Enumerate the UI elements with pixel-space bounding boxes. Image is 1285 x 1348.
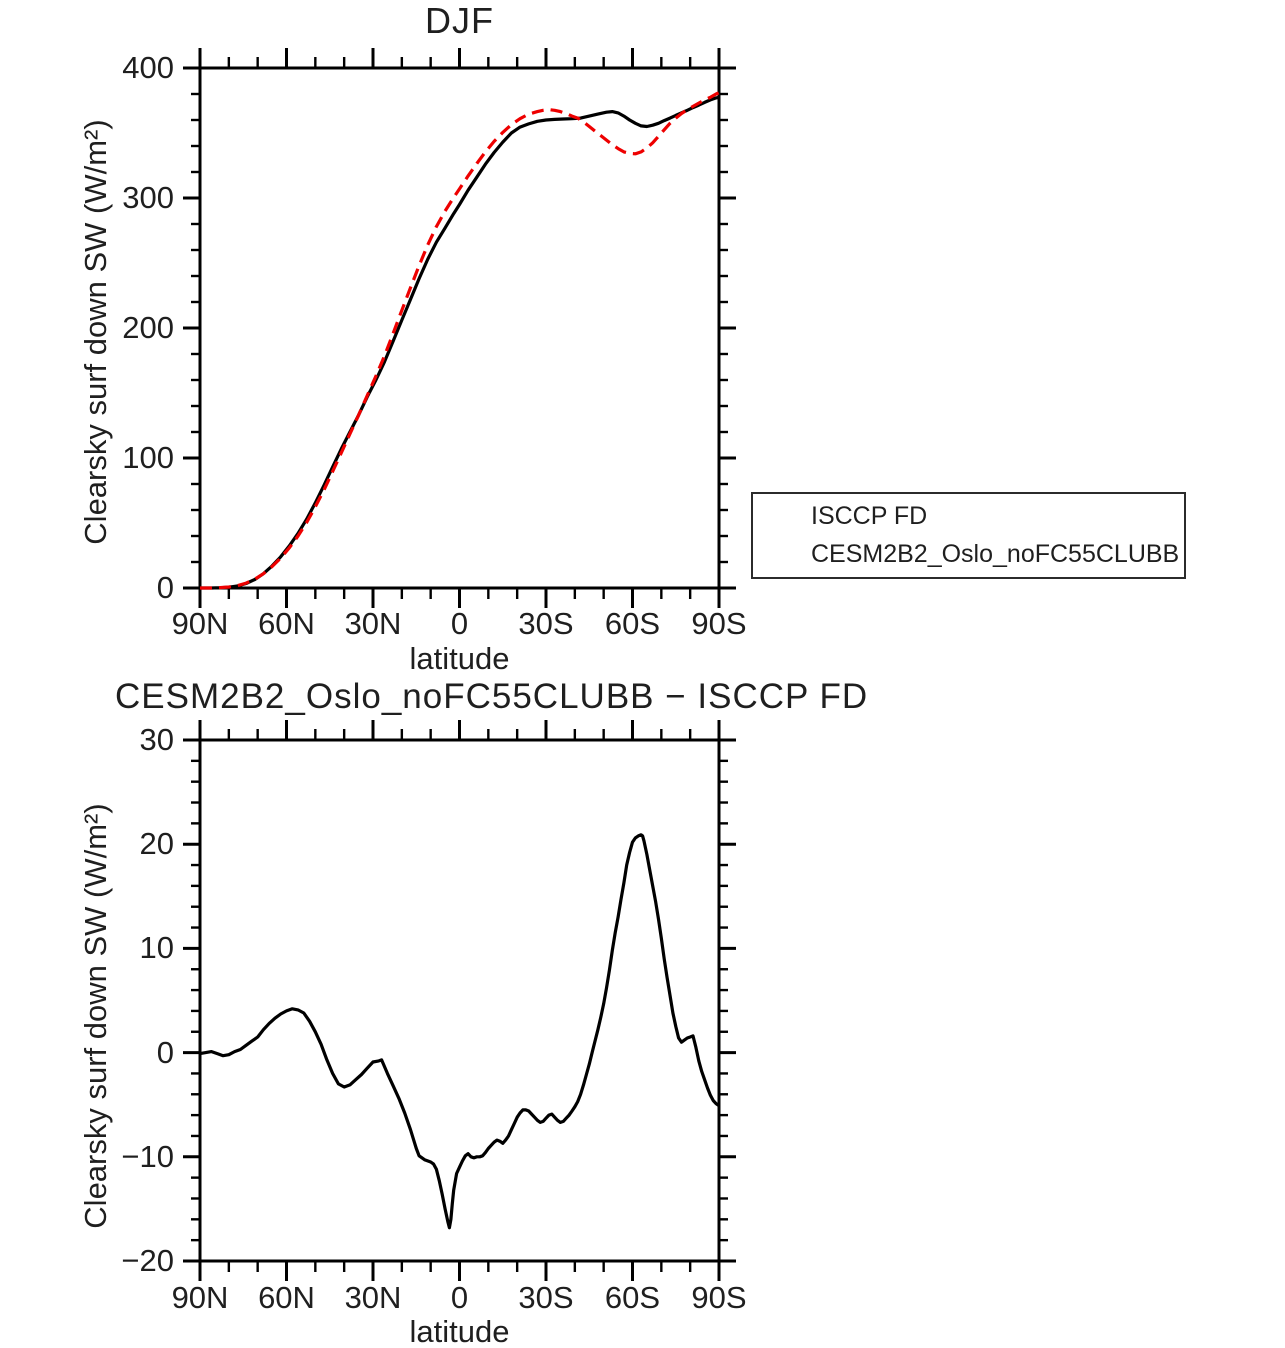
x-tick-label-top: 90N (171, 606, 229, 641)
y-tick-label-top: 300 (122, 180, 174, 215)
y-tick-label-top: 100 (122, 440, 174, 475)
x-tick-label-top: 60S (604, 606, 661, 641)
x-tick-label-bottom: 90S (691, 1280, 747, 1315)
legend-label-cesm2b2: CESM2B2_Oslo_noFC55CLUBB (811, 540, 1180, 568)
bottom-chart-title: CESM2B2_Oslo_noFC55CLUBB − ISCCP FD (115, 677, 869, 716)
y-tick-label-top: 400 (122, 50, 174, 85)
x-tick-label-top: 60N (258, 606, 315, 641)
x-tick-label-bottom: 90N (171, 1280, 229, 1315)
top-chart-x-axis-title: latitude (409, 641, 510, 676)
y-tick-label-bottom: −20 (121, 1243, 174, 1278)
y-tick-label-top: 200 (122, 310, 174, 345)
isccp-fd-curve-top (200, 91, 720, 590)
x-tick-label-bottom: 30N (344, 1280, 402, 1315)
model-curve-bottom (199, 833, 720, 1230)
x-tick-label-bottom: 0 (450, 1280, 469, 1315)
x-tick-label-top: 30S (518, 606, 574, 641)
y-tick-label-bottom: 20 (139, 826, 174, 862)
x-tick-label-top: 0 (450, 606, 469, 641)
y-tick-label-bottom: −10 (121, 1138, 174, 1174)
x-tick-label-top: 90S (691, 606, 747, 641)
x-tick-label-bottom: 30S (518, 1280, 574, 1315)
legend-box (751, 492, 1186, 579)
x-tick-label-bottom: 60S (604, 1280, 661, 1315)
legend-label-isccp-fd: ISCCP FD (811, 502, 928, 530)
x-tick-label-bottom: 60N (258, 1280, 315, 1315)
top-chart-title: DJF (425, 0, 494, 41)
plot-frame-bottom (198, 738, 721, 1263)
y-tick-label-bottom: 0 (156, 1034, 174, 1070)
y-tick-label-top: 0 (156, 570, 174, 605)
bottom-chart-x-axis-title: latitude (409, 1314, 510, 1348)
model-curve-top (200, 95, 720, 590)
y-tick-label-bottom: 10 (139, 930, 174, 966)
plot-frame-top (198, 66, 721, 590)
y-tick-label-bottom: 30 (139, 722, 174, 757)
x-tick-label-top: 30N (344, 606, 402, 641)
